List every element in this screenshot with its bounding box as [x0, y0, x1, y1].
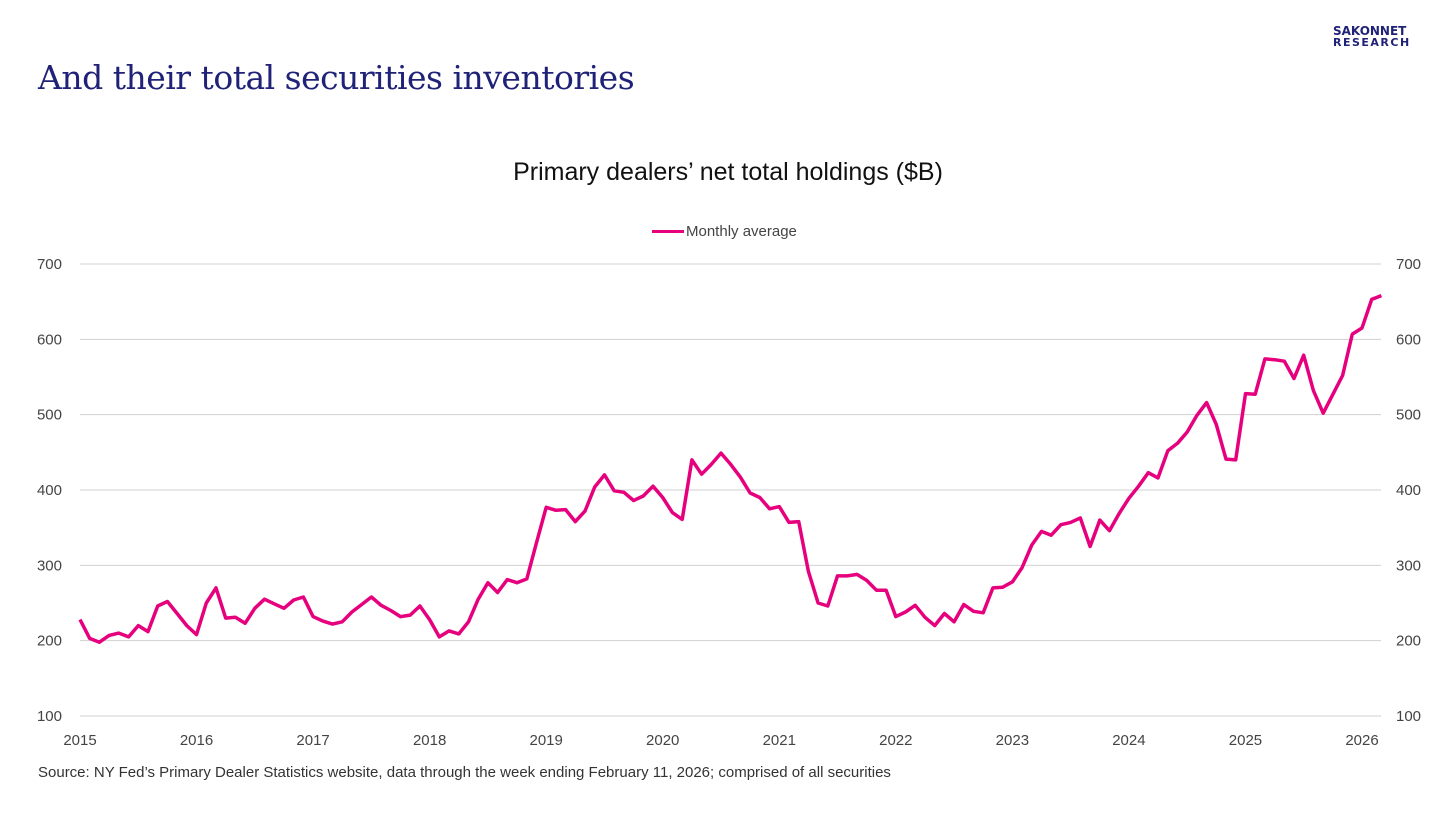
legend-swatch: [652, 230, 684, 233]
x-tick-label: 2025: [1229, 732, 1262, 749]
legend: Monthly average: [652, 223, 797, 240]
x-tick-label: 2026: [1345, 732, 1378, 749]
logo-line1: SAKONNET: [1333, 24, 1407, 38]
y-tick-label-left: 500: [37, 407, 62, 424]
logo-line2: RESEARCH: [1333, 36, 1411, 49]
x-tick-label: 2015: [63, 732, 96, 749]
y-tick-label-right: 500: [1396, 407, 1421, 424]
y-tick-label-right: 600: [1396, 331, 1421, 348]
legend-label: Monthly average: [686, 223, 797, 240]
y-tick-label-left: 700: [37, 256, 62, 273]
x-tick-label: 2018: [413, 732, 446, 749]
x-tick-label: 2017: [296, 732, 329, 749]
x-tick-label: 2021: [763, 732, 796, 749]
y-tick-label-left: 400: [37, 482, 62, 499]
source-note: Source: NY Fed’s Primary Dealer Statisti…: [38, 764, 891, 781]
x-tick-label: 2019: [529, 732, 562, 749]
x-tick-label: 2024: [1112, 732, 1145, 749]
y-tick-label-left: 600: [37, 331, 62, 348]
x-tick-label: 2022: [879, 732, 912, 749]
y-tick-label-right: 100: [1396, 708, 1421, 725]
slide-title: And their total securities inventories: [38, 58, 635, 97]
y-tick-label-left: 200: [37, 633, 62, 650]
x-tick-label: 2023: [996, 732, 1029, 749]
y-tick-label-left: 100: [37, 708, 62, 725]
y-tick-label-right: 400: [1396, 482, 1421, 499]
y-tick-label-right: 700: [1396, 256, 1421, 273]
series-line-monthly-average: [78, 293, 1383, 644]
y-tick-label-right: 300: [1396, 557, 1421, 574]
x-tick-label: 2020: [646, 732, 679, 749]
y-tick-label-right: 200: [1396, 633, 1421, 650]
y-tick-label-left: 300: [37, 557, 62, 574]
sakonnet-logo: SAKONNET RESEARCH: [1333, 25, 1411, 49]
chart-title: Primary dealers’ net total holdings ($B): [513, 158, 943, 186]
x-tick-label: 2016: [180, 732, 213, 749]
